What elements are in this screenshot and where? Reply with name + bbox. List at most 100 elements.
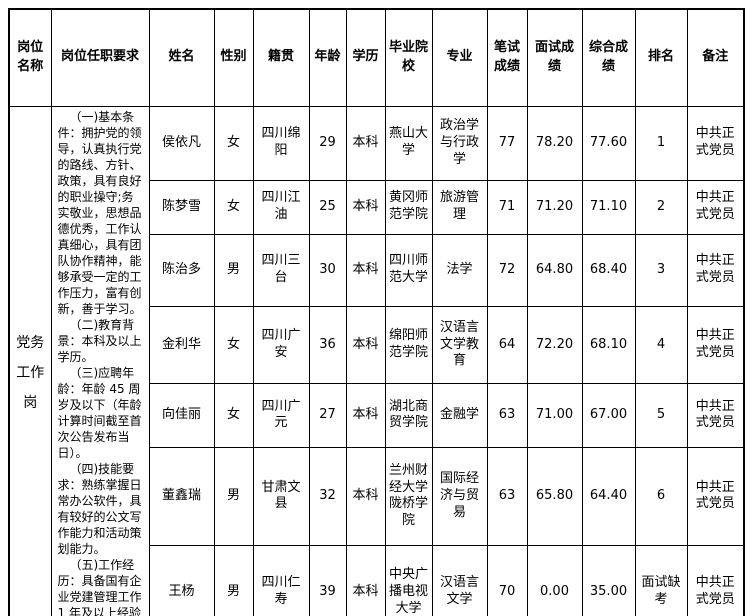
- cell-note: 中共正式党员: [686, 382, 745, 448]
- cell-name: 向佳丽: [148, 382, 215, 448]
- cell-hometown: 四川江油: [252, 180, 310, 235]
- header-written-score: 笔试成绩: [486, 8, 528, 107]
- cell-overall-score: 68.40: [581, 233, 636, 308]
- cell-major: 政治学与行政学: [431, 105, 488, 182]
- cell-major: 法学: [431, 233, 488, 308]
- cell-overall-score: 67.00: [581, 382, 636, 448]
- cell-note: 中共正式党员: [686, 180, 745, 235]
- cell-education: 本科: [345, 180, 386, 235]
- cell-overall-score: 68.10: [581, 306, 636, 384]
- requirement-paragraph: （五)工作经历：具备国有企业党建管理工作 1 年及以上经验者优先。: [57, 557, 142, 616]
- table-row: 王杨 男 四川仁寿 39 本科 中央广播电视大学 汉语言文学 70 0.00 3…: [9, 545, 745, 616]
- header-position: 岗位名称: [8, 8, 52, 107]
- header-interview-score: 面试成绩: [526, 8, 583, 107]
- cell-interview-score: 0.00: [526, 545, 583, 616]
- cell-school: 兰州财经大学陇桥学院: [384, 446, 433, 547]
- header-education: 学历: [345, 8, 386, 107]
- header-note: 备注: [686, 8, 745, 107]
- requirement-paragraph: （二)教育背景：本科及以上学历。: [57, 317, 142, 364]
- cell-overall-score: 64.40: [581, 446, 636, 547]
- table-row: 陈梦雪 女 四川江油 25 本科 黄冈师范学院 旅游管理 71 71.20 71…: [9, 180, 745, 235]
- header-row: 岗位名称 岗位任职要求 姓名 性别 籍贯 年龄 学历 毕业院校 专业 笔试成绩 …: [8, 8, 745, 107]
- cell-name: 陈梦雪: [148, 180, 215, 235]
- cell-rank: 面试缺考: [634, 545, 688, 616]
- cell-hometown: 四川绵阳: [252, 105, 310, 182]
- cell-written-score: 72: [486, 233, 528, 308]
- cell-overall-score: 35.00: [581, 545, 636, 616]
- cell-hometown: 甘肃文县: [252, 446, 310, 547]
- cell-major: 汉语言文学教育: [431, 306, 488, 384]
- header-name: 姓名: [148, 8, 215, 107]
- cell-gender: 女: [213, 306, 254, 384]
- table-row: 董鑫瑞 男 甘肃文县 32 本科 兰州财经大学陇桥学院 国际经济与贸易 63 6…: [9, 446, 745, 547]
- cell-age: 30: [308, 233, 347, 308]
- cell-age: 29: [308, 105, 347, 182]
- cell-interview-score: 78.20: [526, 105, 583, 182]
- header-hometown: 籍贯: [252, 8, 310, 107]
- cell-age: 39: [308, 545, 347, 616]
- cell-rank: 4: [634, 306, 688, 384]
- cell-note: 中共正式党员: [686, 306, 745, 384]
- cell-written-score: 70: [486, 545, 528, 616]
- cell-school: 湖北商贸学院: [384, 382, 433, 448]
- cell-interview-score: 71.00: [526, 382, 583, 448]
- requirement-paragraph: （四)技能要求：熟练掌握日常办公软件，具有较好的公文写作能力和活动策划能力。: [57, 461, 142, 556]
- cell-written-score: 63: [486, 382, 528, 448]
- header-gender: 性别: [213, 8, 254, 107]
- header-school: 毕业院校: [384, 8, 433, 107]
- position-requirements-cell: （一)基本条件：拥护党的领导，认真执行党的路线、方针、政策，具有良好的职业操守;…: [50, 105, 150, 616]
- cell-age: 27: [308, 382, 347, 448]
- cell-gender: 男: [213, 233, 254, 308]
- cell-education: 本科: [345, 306, 386, 384]
- cell-written-score: 64: [486, 306, 528, 384]
- cell-overall-score: 77.60: [581, 105, 636, 182]
- header-requirements: 岗位任职要求: [50, 8, 150, 107]
- cell-hometown: 四川三台: [252, 233, 310, 308]
- cell-education: 本科: [345, 233, 386, 308]
- position-name-cell: 党务工作岗: [8, 105, 52, 616]
- cell-hometown: 四川广安: [252, 306, 310, 384]
- cell-major: 金融学: [431, 382, 488, 448]
- cell-major: 汉语言文学: [431, 545, 488, 616]
- header-rank: 排名: [634, 8, 688, 107]
- cell-written-score: 63: [486, 446, 528, 547]
- cell-school: 中央广播电视大学: [384, 545, 433, 616]
- cell-written-score: 77: [486, 105, 528, 182]
- cell-interview-score: 72.20: [526, 306, 583, 384]
- cell-name: 陈治多: [148, 233, 215, 308]
- cell-interview-score: 65.80: [526, 446, 583, 547]
- recruitment-results-table: 岗位名称 岗位任职要求 姓名 性别 籍贯 年龄 学历 毕业院校 专业 笔试成绩 …: [8, 8, 745, 616]
- cell-school: 燕山大学: [384, 105, 433, 182]
- cell-education: 本科: [345, 382, 386, 448]
- cell-age: 36: [308, 306, 347, 384]
- cell-written-score: 71: [486, 180, 528, 235]
- cell-interview-score: 64.80: [526, 233, 583, 308]
- cell-education: 本科: [345, 105, 386, 182]
- cell-gender: 女: [213, 382, 254, 448]
- table-row: 党务工作岗 （一)基本条件：拥护党的领导，认真执行党的路线、方针、政策，具有良好…: [8, 105, 745, 616]
- cell-rank: 1: [634, 105, 688, 182]
- table-row: 向佳丽 女 四川广元 27 本科 湖北商贸学院 金融学 63 71.00 67.…: [9, 382, 745, 448]
- cell-note: 中共正式党员: [686, 446, 745, 547]
- cell-gender: 女: [213, 105, 254, 182]
- cell-gender: 女: [213, 180, 254, 235]
- cell-gender: 男: [213, 545, 254, 616]
- cell-name: 侯依凡: [148, 105, 215, 182]
- requirement-paragraph: （一)基本条件：拥护党的领导，认真执行党的路线、方针、政策，具有良好的职业操守;…: [57, 109, 142, 316]
- cell-rank: 3: [634, 233, 688, 308]
- cell-rank: 6: [634, 446, 688, 547]
- cell-education: 本科: [345, 446, 386, 547]
- cell-major: 旅游管理: [431, 180, 488, 235]
- cell-school: 四川师范大学: [384, 233, 433, 308]
- cell-education: 本科: [345, 545, 386, 616]
- cell-gender: 男: [213, 446, 254, 547]
- cell-major: 国际经济与贸易: [431, 446, 488, 547]
- cell-school: 绵阳师范学院: [384, 306, 433, 384]
- header-major: 专业: [431, 8, 488, 107]
- table-row: 陈治多 男 四川三台 30 本科 四川师范大学 法学 72 64.80 68.4…: [9, 233, 745, 308]
- cell-school: 黄冈师范学院: [384, 180, 433, 235]
- cell-rank: 5: [634, 382, 688, 448]
- cell-name: 王杨: [148, 545, 215, 616]
- cell-note: 中共正式党员: [686, 233, 745, 308]
